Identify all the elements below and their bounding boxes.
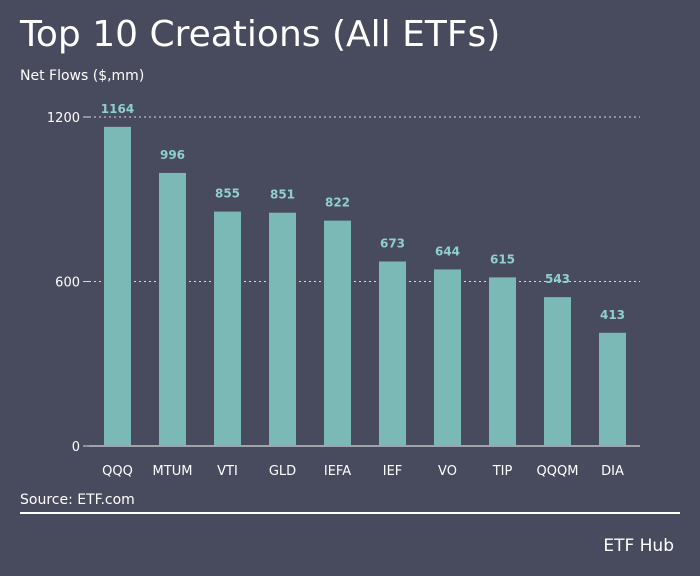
bar-value-label: 615 bbox=[490, 252, 515, 266]
x-tick-label: VTI bbox=[217, 464, 238, 479]
bar-value-label: 673 bbox=[380, 236, 405, 250]
bar-value-label: 1164 bbox=[101, 102, 134, 116]
x-tick-label: DIA bbox=[601, 464, 624, 479]
bar-value-label: 855 bbox=[215, 187, 240, 201]
bar bbox=[489, 277, 516, 446]
bar bbox=[104, 126, 131, 447]
source-note: Source: ETF.com bbox=[20, 492, 135, 508]
bars bbox=[104, 126, 626, 447]
y-tick-label: 1200 bbox=[47, 111, 80, 126]
x-tick-label: MTUM bbox=[153, 464, 193, 479]
bar bbox=[214, 211, 241, 446]
bar-chart: 0 600 1200 1164 996 855 851 822 673 644 615 543 413… bbox=[47, 102, 640, 479]
bar-value-label: 851 bbox=[270, 188, 295, 202]
x-tick-label: IEF bbox=[383, 464, 403, 479]
bar bbox=[269, 212, 296, 446]
bar-value-label: 413 bbox=[600, 308, 625, 322]
bar bbox=[544, 297, 571, 446]
bar-value-label: 644 bbox=[435, 244, 460, 258]
bar bbox=[379, 261, 406, 446]
x-tick-label: VO bbox=[438, 464, 457, 479]
y-tick-label: 600 bbox=[55, 276, 80, 291]
chart-title: Top 10 Creations (All ETFs) bbox=[20, 14, 501, 55]
bar bbox=[599, 332, 626, 446]
x-tick-label: GLD bbox=[269, 464, 296, 479]
x-tick-label: IEFA bbox=[324, 464, 351, 479]
x-tick-label: QQQ bbox=[102, 464, 133, 479]
value-labels: 1164 996 855 851 822 673 644 615 543 413 bbox=[101, 102, 625, 322]
bar-value-label: 543 bbox=[545, 272, 570, 286]
brand-label: ETF Hub bbox=[603, 536, 674, 556]
y-tick-label: 0 bbox=[72, 440, 80, 455]
x-tick-label: TIP bbox=[492, 464, 513, 479]
y-axis-ticks: 0 600 1200 bbox=[47, 111, 89, 455]
bar-value-label: 822 bbox=[325, 196, 350, 210]
bar bbox=[324, 220, 351, 446]
bar bbox=[434, 269, 461, 446]
y-axis-label: Net Flows ($,mm) bbox=[20, 68, 145, 84]
bar-value-label: 996 bbox=[160, 148, 185, 162]
bar bbox=[159, 172, 186, 446]
x-tick-label: QQQM bbox=[537, 464, 579, 479]
footer-divider bbox=[20, 512, 680, 514]
x-axis-ticks: QQQ MTUM VTI GLD IEFA IEF VO TIP QQQM DIA bbox=[102, 464, 624, 479]
